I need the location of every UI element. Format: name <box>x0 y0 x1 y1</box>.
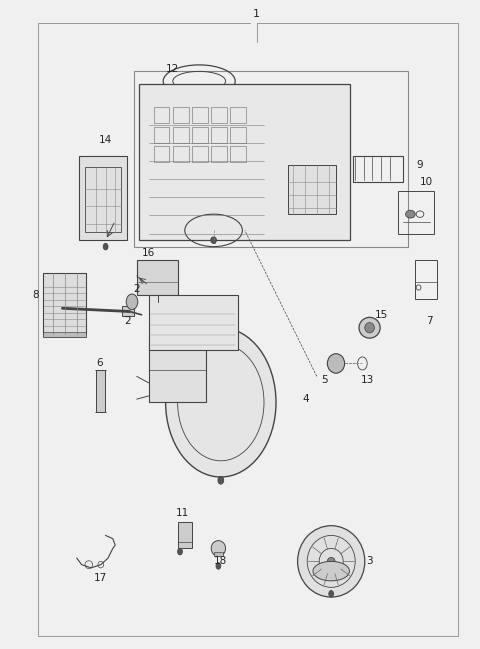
Bar <box>230 146 246 162</box>
Bar <box>134 71 408 247</box>
Bar <box>122 306 134 316</box>
Bar <box>173 146 189 162</box>
Bar <box>398 191 434 234</box>
Ellipse shape <box>298 526 365 597</box>
Bar <box>149 337 206 402</box>
Bar <box>96 370 105 412</box>
Bar <box>43 332 86 337</box>
Text: 4: 4 <box>303 394 310 404</box>
Text: 10: 10 <box>420 177 433 187</box>
Bar <box>154 127 169 143</box>
Bar <box>154 107 169 123</box>
Text: 14: 14 <box>99 134 112 145</box>
Ellipse shape <box>216 563 221 569</box>
Bar <box>214 552 223 556</box>
Ellipse shape <box>218 476 224 484</box>
Bar <box>139 84 350 240</box>
Bar <box>230 107 246 123</box>
Ellipse shape <box>359 317 380 338</box>
Bar <box>192 127 208 143</box>
Text: 11: 11 <box>176 508 189 518</box>
Ellipse shape <box>103 243 108 250</box>
Text: 5: 5 <box>321 374 327 385</box>
Ellipse shape <box>126 294 138 310</box>
Bar <box>173 107 189 123</box>
Bar <box>230 127 246 143</box>
Text: 2: 2 <box>133 284 140 294</box>
Bar <box>85 167 121 232</box>
Ellipse shape <box>406 210 415 218</box>
Ellipse shape <box>211 541 226 556</box>
Text: 1: 1 <box>253 9 260 19</box>
Bar <box>192 107 208 123</box>
Ellipse shape <box>313 561 349 581</box>
Bar <box>211 107 227 123</box>
Bar <box>137 260 178 295</box>
Text: 8: 8 <box>33 290 39 300</box>
Bar <box>79 156 127 240</box>
Ellipse shape <box>178 548 182 555</box>
Bar <box>288 165 336 214</box>
Bar <box>192 146 208 162</box>
Bar <box>415 260 437 299</box>
Text: 12: 12 <box>166 64 180 75</box>
Circle shape <box>166 328 276 477</box>
Text: 18: 18 <box>214 556 228 567</box>
Text: 17: 17 <box>94 572 108 583</box>
Ellipse shape <box>327 354 345 373</box>
Ellipse shape <box>327 557 335 565</box>
Text: 15: 15 <box>375 310 388 320</box>
Text: 6: 6 <box>96 358 103 369</box>
Text: 9: 9 <box>417 160 423 171</box>
Text: 3: 3 <box>366 556 373 567</box>
Bar <box>211 127 227 143</box>
Bar <box>149 370 206 402</box>
Bar <box>353 156 403 182</box>
Bar <box>43 273 86 334</box>
Bar <box>154 146 169 162</box>
Bar <box>149 295 238 350</box>
Text: 2: 2 <box>124 316 131 326</box>
Ellipse shape <box>365 323 374 333</box>
Bar <box>173 127 189 143</box>
Text: 13: 13 <box>360 374 374 385</box>
Text: 16: 16 <box>142 248 156 258</box>
Text: 7: 7 <box>426 316 433 326</box>
Ellipse shape <box>155 298 162 306</box>
Bar <box>178 522 192 548</box>
Ellipse shape <box>329 591 334 597</box>
Ellipse shape <box>211 237 216 243</box>
Bar <box>211 146 227 162</box>
